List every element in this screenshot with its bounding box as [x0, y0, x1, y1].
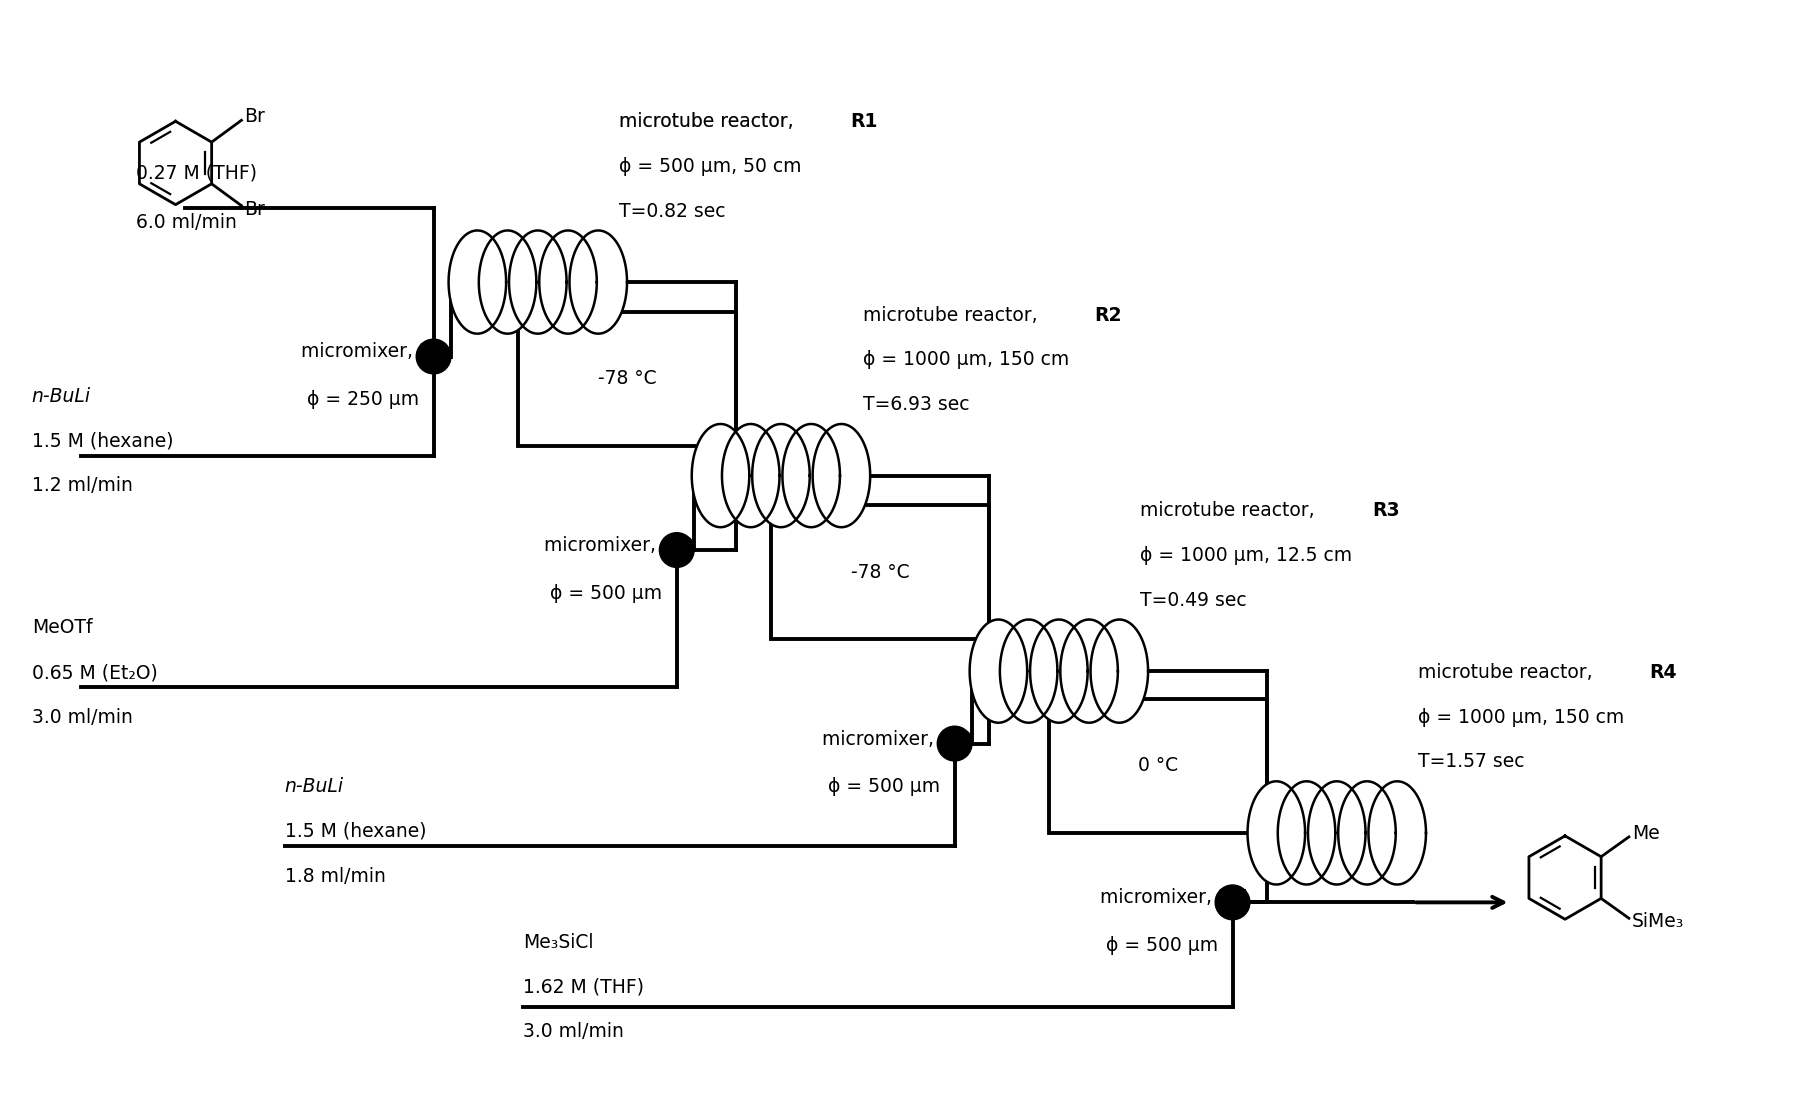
Circle shape — [660, 533, 694, 567]
Bar — [1048, 699, 1266, 832]
Text: Me: Me — [1632, 825, 1659, 844]
Text: 1.5 M (hexane): 1.5 M (hexane) — [285, 821, 427, 841]
Polygon shape — [692, 424, 749, 527]
Text: 0 °C: 0 °C — [1137, 756, 1177, 776]
Polygon shape — [999, 619, 1057, 723]
Text: 0.27 M (THF): 0.27 M (THF) — [136, 164, 256, 183]
Bar — [518, 312, 736, 446]
Text: microtube reactor,: microtube reactor, — [1419, 663, 1599, 682]
Text: micromixer,: micromixer, — [1099, 888, 1217, 907]
Text: 1.62 M (THF): 1.62 M (THF) — [523, 978, 643, 997]
Text: ϕ = 1000 μm, 150 cm: ϕ = 1000 μm, 150 cm — [1419, 708, 1624, 727]
Polygon shape — [970, 619, 1027, 723]
Text: ϕ = 500 μm: ϕ = 500 μm — [551, 584, 661, 603]
Text: T=6.93 sec: T=6.93 sec — [863, 395, 968, 414]
Polygon shape — [1277, 781, 1335, 885]
Text: ϕ = 500 μm, 50 cm: ϕ = 500 μm, 50 cm — [620, 157, 801, 175]
Text: ϕ = 500 μm: ϕ = 500 μm — [1105, 936, 1217, 955]
Polygon shape — [1368, 781, 1426, 885]
Polygon shape — [812, 424, 870, 527]
Text: MeOTf: MeOTf — [31, 618, 93, 637]
Polygon shape — [1061, 619, 1117, 723]
Text: SiMe₃: SiMe₃ — [1632, 911, 1684, 930]
Text: T=1.57 sec: T=1.57 sec — [1419, 753, 1524, 771]
Text: Br: Br — [245, 200, 265, 219]
Text: R3: R3 — [1372, 502, 1399, 521]
Polygon shape — [449, 231, 507, 334]
Text: micromixer,: micromixer, — [300, 343, 418, 362]
Polygon shape — [783, 424, 839, 527]
Text: R1: R1 — [850, 112, 878, 131]
Text: n-BuLi: n-BuLi — [285, 777, 343, 796]
Polygon shape — [1337, 781, 1395, 885]
Text: microtube reactor,: microtube reactor, — [620, 112, 799, 131]
Text: M4: M4 — [1217, 888, 1250, 907]
Text: 1.5 M (hexane): 1.5 M (hexane) — [31, 432, 173, 451]
Text: -78 °C: -78 °C — [598, 370, 656, 388]
Text: ϕ = 250 μm: ϕ = 250 μm — [307, 390, 418, 410]
Polygon shape — [540, 231, 596, 334]
Text: 1.8 ml/min: 1.8 ml/min — [285, 867, 385, 886]
Text: microtube reactor, ​: microtube reactor, ​ — [620, 112, 799, 131]
Text: n-BuLi: n-BuLi — [31, 387, 91, 406]
Polygon shape — [569, 231, 627, 334]
Circle shape — [416, 340, 451, 374]
Text: 6.0 ml/min: 6.0 ml/min — [136, 213, 236, 232]
Text: Br: Br — [245, 107, 265, 125]
Text: Me₃SiCl: Me₃SiCl — [523, 934, 594, 952]
Text: ϕ = 500 μm: ϕ = 500 μm — [827, 777, 939, 796]
Polygon shape — [752, 424, 810, 527]
Text: 1.2 ml/min: 1.2 ml/min — [31, 476, 133, 495]
Text: 3.0 ml/min: 3.0 ml/min — [31, 708, 133, 727]
Text: ϕ = 1000 μm, 150 cm: ϕ = 1000 μm, 150 cm — [863, 351, 1068, 370]
Text: 3.0 ml/min: 3.0 ml/min — [523, 1022, 623, 1041]
Polygon shape — [480, 231, 536, 334]
Circle shape — [1216, 885, 1250, 920]
Text: R2: R2 — [1094, 305, 1121, 325]
Circle shape — [938, 726, 972, 761]
Text: microtube reactor,: microtube reactor, — [620, 112, 799, 131]
Polygon shape — [1030, 619, 1088, 723]
Text: M3: M3 — [939, 729, 972, 748]
Text: -78 °C: -78 °C — [850, 563, 910, 582]
Text: micromixer,: micromixer, — [543, 536, 661, 555]
Polygon shape — [1248, 781, 1305, 885]
Text: R4: R4 — [1650, 663, 1677, 682]
Text: micromixer,: micromixer, — [821, 729, 939, 748]
Text: 0.65 M (Et₂O): 0.65 M (Et₂O) — [31, 663, 158, 682]
Text: M1: M1 — [418, 343, 451, 362]
Text: ϕ = 1000 μm, 12.5 cm: ϕ = 1000 μm, 12.5 cm — [1141, 546, 1352, 565]
Polygon shape — [509, 231, 567, 334]
Text: microtube reactor,: microtube reactor, — [863, 305, 1043, 325]
Polygon shape — [1090, 619, 1148, 723]
Bar — [770, 505, 990, 639]
Text: T=0.82 sec: T=0.82 sec — [620, 202, 725, 221]
Polygon shape — [1308, 781, 1366, 885]
Text: M2: M2 — [661, 536, 694, 555]
Text: microtube reactor,: microtube reactor, — [1141, 502, 1321, 521]
Polygon shape — [721, 424, 779, 527]
Text: T=0.49 sec: T=0.49 sec — [1141, 591, 1246, 609]
